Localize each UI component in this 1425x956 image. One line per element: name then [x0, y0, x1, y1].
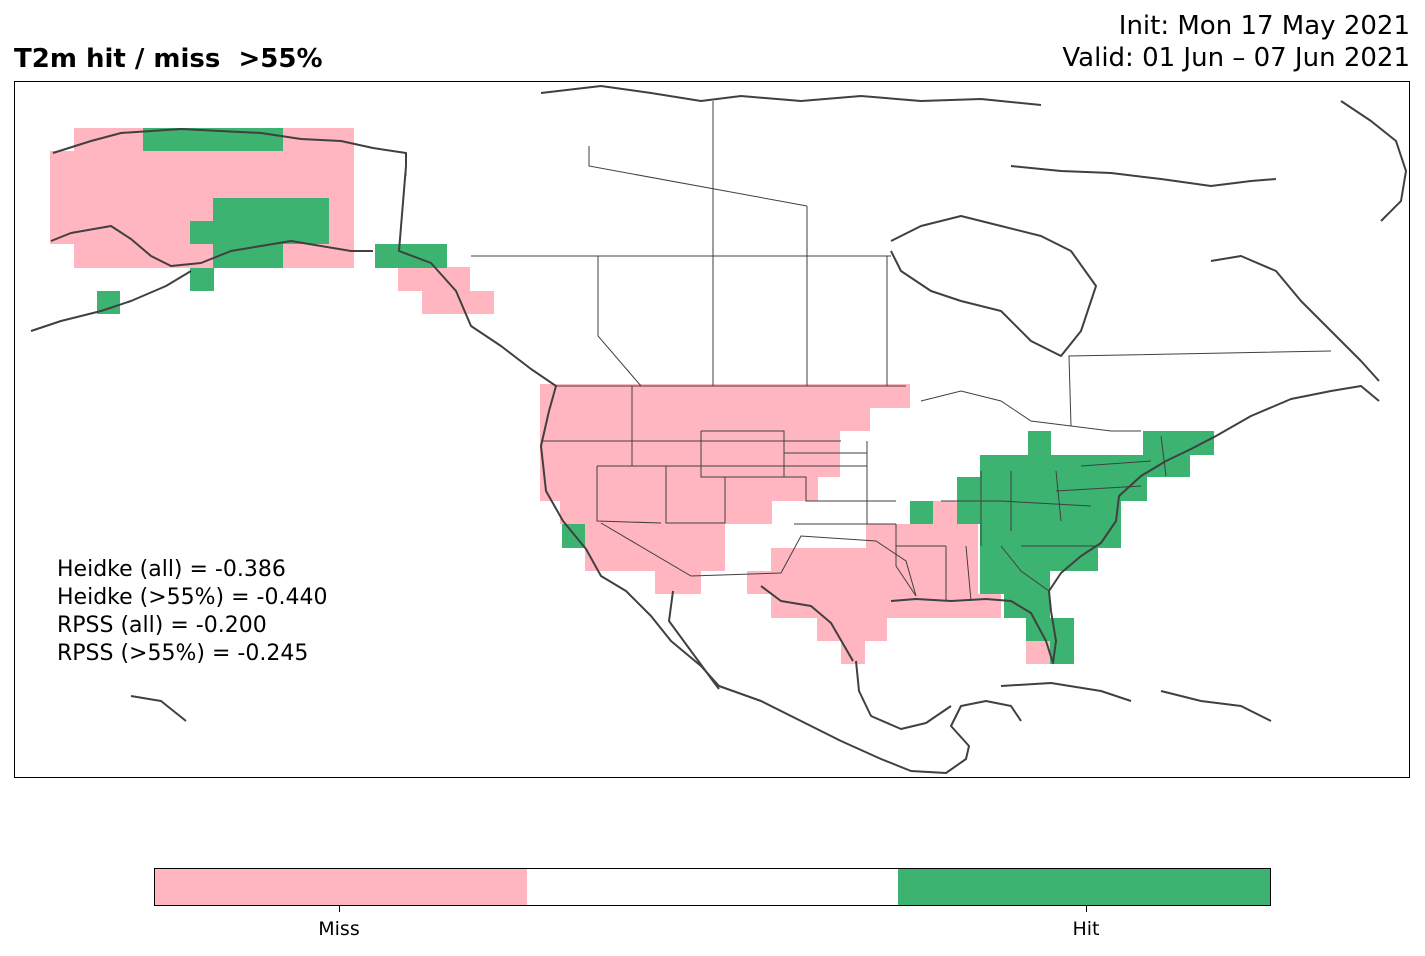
hit-cells: [97, 128, 1214, 664]
rpss-55: RPSS (>55%) = -0.245: [57, 641, 309, 666]
map-title: T2m hit / miss >55%: [14, 44, 323, 74]
map-panel: [14, 81, 1410, 778]
coastlines: [30, 85, 1407, 774]
miss-tick: [339, 906, 340, 912]
forecast-dates: Init: Mon 17 May 2021 Valid: 01 Jun – 07…: [1062, 10, 1410, 74]
rpss-all: RPSS (all) = -0.200: [57, 613, 267, 638]
skill-scores: Heidke (all) = -0.386 Heidke (>55%) = -0…: [57, 556, 327, 668]
heidke-all: Heidke (all) = -0.386: [57, 557, 286, 582]
hit-swatch: [898, 869, 1271, 905]
hit-label: Hit: [1072, 918, 1100, 940]
miss-swatch: [155, 869, 527, 905]
miss-label: Miss: [318, 918, 360, 940]
borders: [405, 101, 1332, 602]
heidke-55: Heidke (>55%) = -0.440: [57, 585, 328, 610]
valid-range: Valid: 01 Jun – 07 Jun 2021: [1062, 43, 1410, 73]
neutral-swatch: [526, 869, 899, 905]
legend-colorbar: [154, 868, 1271, 906]
hit-tick: [1086, 906, 1087, 912]
init-date: Init: Mon 17 May 2021: [1118, 11, 1410, 41]
north-america-map: [30, 85, 1407, 774]
